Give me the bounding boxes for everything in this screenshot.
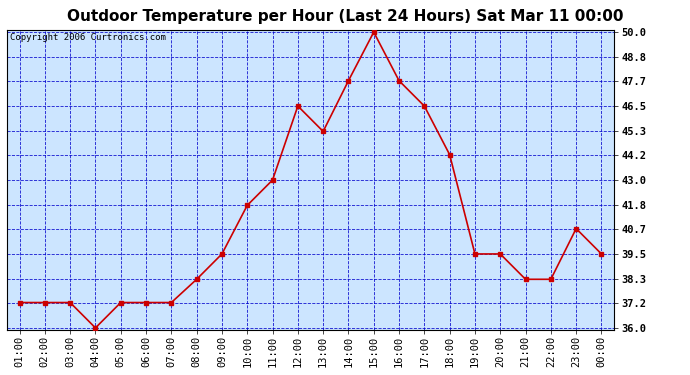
Text: Outdoor Temperature per Hour (Last 24 Hours) Sat Mar 11 00:00: Outdoor Temperature per Hour (Last 24 Ho… <box>67 9 623 24</box>
Text: Copyright 2006 Curtronics.com: Copyright 2006 Curtronics.com <box>10 33 166 42</box>
